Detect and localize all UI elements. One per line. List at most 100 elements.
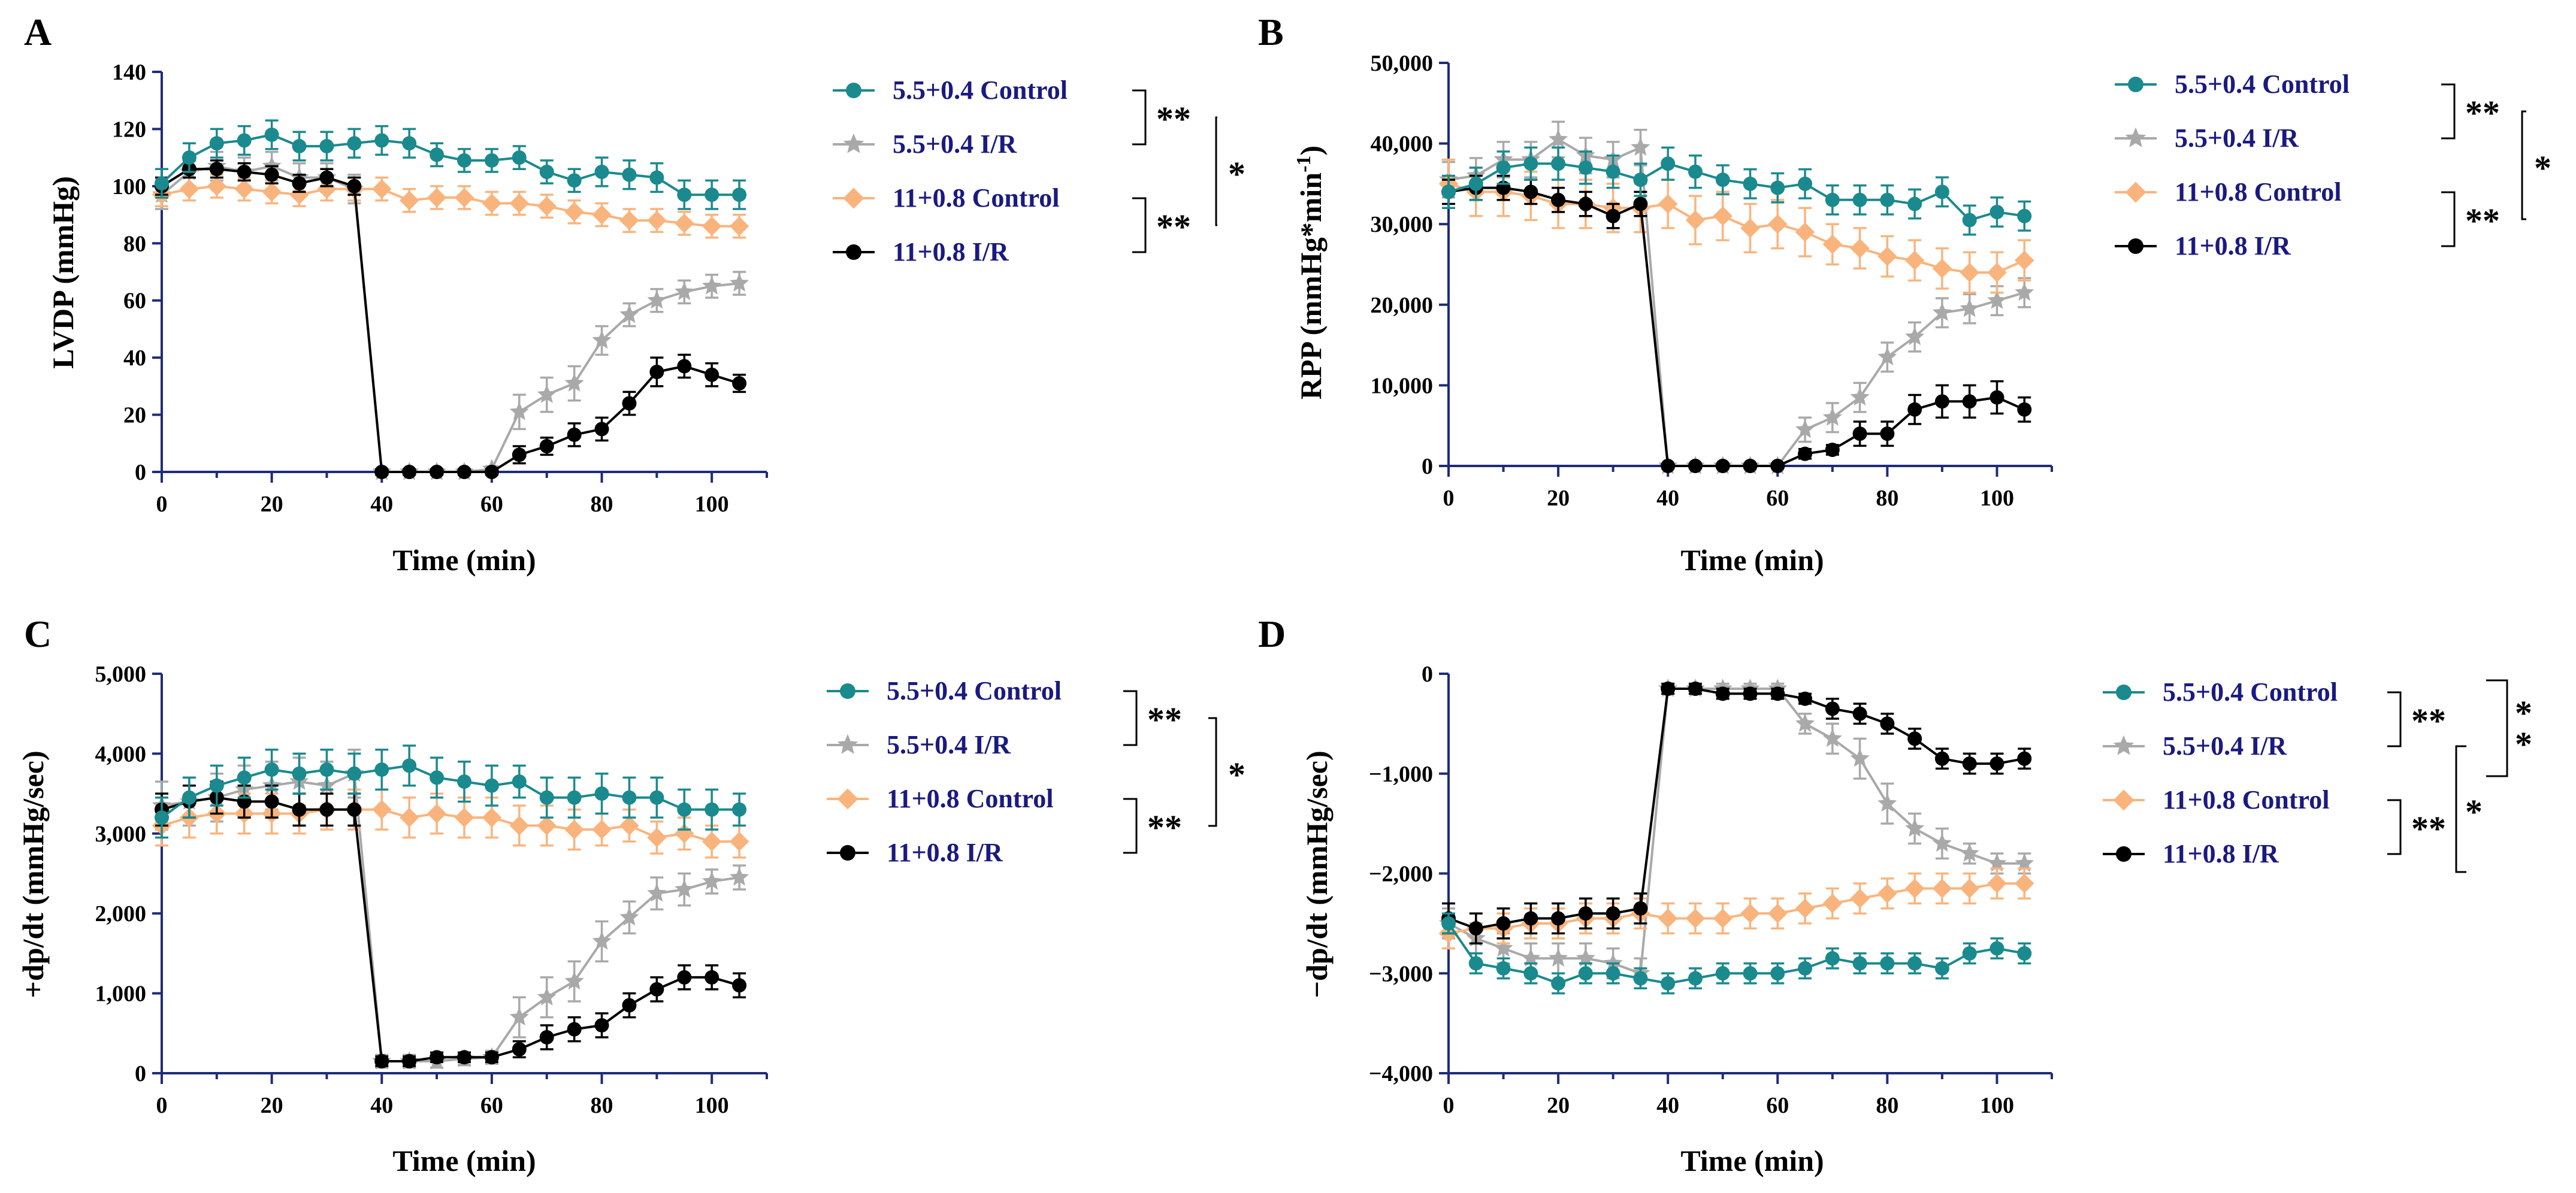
legend-marker: [2116, 846, 2131, 862]
significance-brackets: *****: [1123, 690, 1245, 854]
data-point: [1688, 164, 1703, 179]
data-point: [1990, 941, 2004, 956]
significance-brackets: **** ***: [2387, 679, 2532, 873]
y-tick-label: 20: [123, 403, 146, 428]
data-point: [512, 1041, 527, 1056]
data-point: [564, 373, 584, 392]
data-point: [1661, 156, 1676, 171]
data-point: [484, 1050, 499, 1065]
data-point: [1551, 192, 1566, 207]
data-point: [1907, 402, 1922, 417]
data-point: [264, 794, 279, 809]
data-point: [347, 766, 362, 781]
data-point: [2014, 250, 2034, 271]
x-tick-label: 100: [695, 1093, 729, 1118]
data-point: [1743, 459, 1758, 473]
data-point: [1713, 909, 1733, 928]
data-point: [512, 150, 527, 165]
data-point: [1934, 751, 1949, 766]
data-point: [1631, 137, 1650, 156]
series-line: [1447, 922, 2025, 985]
data-point: [319, 802, 334, 817]
data-point: [1661, 459, 1676, 473]
bracket-control-vs-ir-low: [1132, 89, 1147, 146]
data-point: [1990, 205, 2004, 220]
data-point: [1549, 948, 1568, 967]
data-point: [730, 867, 749, 886]
y-tick-label: 80: [123, 231, 146, 256]
legend-label: 5.5+0.4 I/R: [887, 730, 1011, 759]
legend-label: 11+0.8 I/R: [2163, 839, 2279, 868]
data-point: [457, 465, 471, 479]
y-tick-label: 0: [1422, 454, 1433, 479]
data-point: [677, 359, 692, 374]
data-point: [1549, 129, 1568, 148]
data-point: [374, 465, 389, 479]
data-point: [1907, 196, 1922, 211]
y-tick-label: 30,000: [1371, 212, 1434, 237]
y-tick-label: 40: [123, 346, 146, 371]
legend-label: 11+0.8 I/R: [893, 237, 1009, 267]
data-point: [1962, 213, 1977, 228]
data-point: [319, 139, 334, 154]
data-point: [430, 770, 445, 785]
significance-label: **: [1147, 808, 1182, 847]
legend-label: 5.5+0.4 I/R: [2175, 123, 2299, 153]
y-tick-label: 0: [135, 460, 146, 485]
data-point: [1441, 184, 1456, 199]
data-point: [1962, 946, 1977, 961]
data-point: [182, 150, 196, 165]
data-point: [1496, 160, 1511, 175]
data-point: [2014, 873, 2034, 894]
x-axis-label: Time (min): [392, 1144, 536, 1177]
data-point: [179, 179, 199, 199]
data-point: [234, 179, 254, 199]
data-point: [509, 816, 530, 835]
bracket-ir-vs-ir: [1208, 717, 1217, 827]
data-point: [729, 831, 749, 852]
panel-letter: B: [1258, 11, 1284, 53]
x-tick-label: 0: [156, 1093, 168, 1118]
x-tick-label: 60: [480, 492, 503, 517]
x-tick-label: 60: [1766, 1093, 1789, 1118]
data-point: [1715, 459, 1730, 473]
data-point: [675, 879, 694, 898]
data-point: [1795, 419, 1815, 438]
data-point: [402, 1053, 417, 1068]
data-point: [1987, 262, 2007, 283]
data-point: [1578, 906, 1593, 921]
data-point: [2015, 282, 2034, 301]
bracket-ir-vs-ir: [2455, 745, 2466, 873]
data-point: [430, 465, 445, 479]
data-point: [1850, 238, 1870, 258]
legend-marker: [2125, 181, 2146, 203]
data-point: [1822, 894, 1843, 913]
data-point: [317, 179, 337, 199]
data-point: [1825, 443, 1840, 458]
data-point: [1606, 208, 1620, 223]
data-point: [457, 1050, 471, 1065]
data-point: [264, 167, 279, 182]
data-point: [1934, 184, 1949, 199]
y-axis-label: −dp/dt (mmHg/sec): [1300, 750, 1334, 998]
panel-c: C +dp/dt (mmHg/sec) Time (min) 0 1,000 2,0…: [16, 613, 1245, 1177]
legend-marker: [840, 845, 855, 861]
series-line: [161, 771, 740, 1062]
significance-label: **: [1156, 99, 1191, 138]
significance-label: *: [2534, 149, 2551, 187]
significance-label: *: [1228, 155, 1245, 193]
data-point: [1795, 898, 1815, 919]
data-point: [702, 276, 722, 295]
significance-label: **: [2465, 93, 2500, 132]
data-point: [509, 1007, 529, 1026]
data-point: [1523, 966, 1538, 981]
data-point: [537, 816, 557, 835]
data-point: [155, 176, 169, 191]
data-point: [1661, 976, 1676, 991]
data-point: [1822, 407, 1842, 426]
data-point: [619, 816, 639, 835]
data-point: [705, 187, 719, 202]
data-point: [1715, 172, 1730, 187]
y-tick-label: 0: [135, 1061, 146, 1086]
data-point: [1905, 326, 1925, 346]
